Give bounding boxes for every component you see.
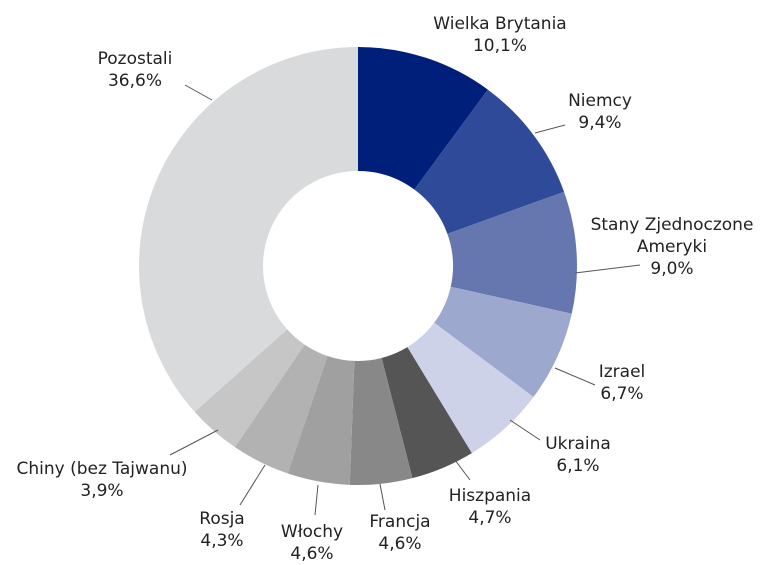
category-label: Rosja [199, 509, 245, 529]
slice [287, 355, 355, 485]
category-label: Włochy [280, 522, 344, 542]
slice-label: Francja 4,6% [369, 511, 430, 555]
slice-label: Wielka Brytania 10,1% [433, 13, 566, 57]
value-label: 9,0% [650, 259, 694, 279]
slice-label: Stany Zjednoczone Ameryki 9,0% [577, 214, 766, 280]
leader-line [554, 367, 596, 386]
leader-line [184, 84, 213, 101]
leader-line [454, 459, 471, 481]
slice [447, 191, 577, 314]
leader-line [509, 419, 541, 441]
value-label: 4,3% [200, 531, 244, 551]
slice-label: Niemcy 9,4% [568, 90, 632, 134]
slice [434, 286, 572, 397]
leader-line [574, 264, 641, 274]
value-label: 4,6% [290, 544, 334, 564]
slice-label: Rosja 4,3% [199, 508, 244, 552]
category-label: Ukraina [545, 434, 611, 454]
leader-line [534, 124, 566, 134]
category-label: Chiny (bez Tajwanu) [16, 459, 188, 479]
category-label: Pozostali [97, 49, 173, 69]
leader-line [314, 484, 319, 516]
value-label: 10,1% [472, 36, 528, 56]
category-label: Izrael [598, 362, 646, 382]
category-label: Stany Zjednoczone Ameryki [590, 215, 754, 257]
slice [414, 89, 565, 234]
slice [349, 358, 413, 485]
category-label: Hiszpania [448, 486, 532, 506]
leader-line [379, 483, 386, 511]
leader-line [239, 464, 266, 506]
value-label: 9,4% [578, 113, 622, 133]
slice-label: Hiszpania 4,7% [449, 485, 531, 529]
slice [194, 329, 305, 448]
value-label: 6,1% [556, 456, 600, 476]
slice-label: Izrael 6,7% [599, 361, 646, 405]
value-label: 36,6% [107, 71, 163, 91]
category-label: Francja [369, 512, 431, 532]
slice [381, 347, 472, 479]
category-label: Niemcy [568, 91, 632, 111]
category-label: Wielka Brytania [433, 14, 567, 34]
slice [407, 322, 534, 454]
slice [234, 344, 328, 474]
value-label: 4,7% [468, 508, 512, 528]
slice-label: Chiny (bez Tajwanu) 3,9% [16, 458, 187, 502]
value-label: 4,6% [378, 534, 422, 554]
slice-label: Pozostali 36,6% [98, 48, 173, 92]
leader-line [169, 429, 219, 456]
slice-label: Ukraina 6,1% [545, 433, 611, 477]
slice-label: Włochy 4,6% [281, 521, 343, 565]
value-label: 6,7% [600, 384, 644, 404]
value-label: 3,9% [80, 481, 124, 501]
slice [138, 47, 358, 412]
slice [358, 47, 488, 190]
